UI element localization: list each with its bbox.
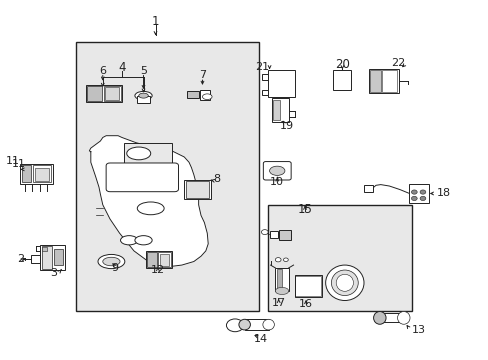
Text: 11: 11 — [12, 159, 26, 169]
Bar — [271, 99, 288, 122]
Bar — [379, 313, 403, 323]
Bar — [184, 180, 210, 199]
Bar — [294, 275, 322, 297]
Text: 16: 16 — [298, 299, 312, 309]
Ellipse shape — [202, 94, 212, 100]
Bar — [262, 75, 267, 80]
Bar — [267, 205, 411, 311]
Text: 5: 5 — [140, 66, 147, 76]
Ellipse shape — [239, 319, 250, 330]
Ellipse shape — [275, 287, 288, 294]
Bar — [244, 319, 268, 330]
FancyBboxPatch shape — [106, 163, 178, 192]
Bar — [186, 91, 198, 99]
Text: 15: 15 — [297, 203, 312, 216]
Text: 6: 6 — [99, 66, 106, 76]
Text: 20: 20 — [334, 58, 349, 71]
Bar — [42, 247, 47, 251]
Ellipse shape — [261, 230, 267, 235]
Ellipse shape — [283, 258, 288, 261]
Ellipse shape — [410, 190, 416, 194]
Bar — [87, 86, 102, 101]
Bar — [273, 100, 280, 121]
Bar — [295, 276, 321, 296]
Bar — [160, 254, 169, 266]
Bar — [42, 246, 52, 269]
Ellipse shape — [137, 202, 164, 215]
Bar — [363, 185, 372, 192]
Bar — [408, 184, 428, 203]
Ellipse shape — [325, 265, 363, 301]
Ellipse shape — [275, 258, 281, 262]
Bar — [41, 245, 65, 270]
Bar — [279, 230, 290, 239]
Ellipse shape — [98, 255, 124, 269]
Ellipse shape — [373, 311, 385, 324]
Text: 22: 22 — [391, 58, 405, 68]
Ellipse shape — [120, 236, 138, 245]
Bar — [35, 168, 48, 181]
Bar — [262, 90, 267, 95]
Ellipse shape — [397, 311, 409, 324]
Bar — [54, 249, 63, 265]
Ellipse shape — [419, 190, 425, 194]
Bar — [269, 231, 278, 238]
Ellipse shape — [135, 236, 152, 245]
Text: 8: 8 — [213, 174, 220, 184]
Text: 10: 10 — [270, 177, 284, 187]
Text: 21: 21 — [255, 62, 269, 72]
Text: 9: 9 — [111, 262, 118, 273]
Bar — [124, 143, 172, 164]
Bar — [276, 269, 281, 290]
Text: 1: 1 — [151, 15, 159, 28]
Text: 3: 3 — [50, 268, 57, 278]
Bar — [267, 70, 294, 97]
Ellipse shape — [269, 166, 285, 175]
Ellipse shape — [410, 196, 416, 201]
Bar — [275, 268, 288, 291]
Bar — [158, 252, 170, 267]
Text: 11: 11 — [5, 156, 20, 166]
Bar — [186, 181, 208, 198]
Ellipse shape — [126, 147, 150, 160]
Text: 13: 13 — [410, 325, 425, 334]
Ellipse shape — [102, 257, 120, 266]
Bar — [137, 96, 149, 103]
Text: 7: 7 — [199, 71, 205, 80]
Bar — [332, 70, 350, 90]
Ellipse shape — [263, 319, 274, 330]
Text: 12: 12 — [150, 265, 164, 275]
Bar — [33, 166, 50, 183]
Bar — [103, 86, 120, 101]
Text: 18: 18 — [435, 189, 449, 198]
Bar — [31, 256, 40, 263]
Text: 4: 4 — [118, 62, 125, 75]
Text: 2: 2 — [17, 254, 24, 264]
Ellipse shape — [336, 274, 353, 291]
Bar — [369, 70, 380, 92]
Bar — [145, 251, 172, 268]
Text: 14: 14 — [253, 334, 267, 344]
Bar — [20, 164, 53, 184]
Bar — [22, 166, 31, 183]
Bar — [368, 69, 398, 93]
Bar — [199, 90, 210, 100]
Ellipse shape — [226, 319, 243, 332]
Bar — [147, 252, 157, 267]
Text: 19: 19 — [280, 121, 294, 131]
Ellipse shape — [331, 270, 358, 296]
FancyBboxPatch shape — [263, 162, 290, 180]
Bar — [76, 42, 258, 311]
Ellipse shape — [135, 91, 152, 100]
Ellipse shape — [139, 93, 148, 98]
Bar — [105, 87, 119, 100]
Ellipse shape — [419, 196, 425, 201]
Bar — [86, 85, 122, 102]
Bar — [382, 70, 396, 92]
Polygon shape — [89, 136, 208, 267]
Text: 17: 17 — [271, 298, 285, 309]
